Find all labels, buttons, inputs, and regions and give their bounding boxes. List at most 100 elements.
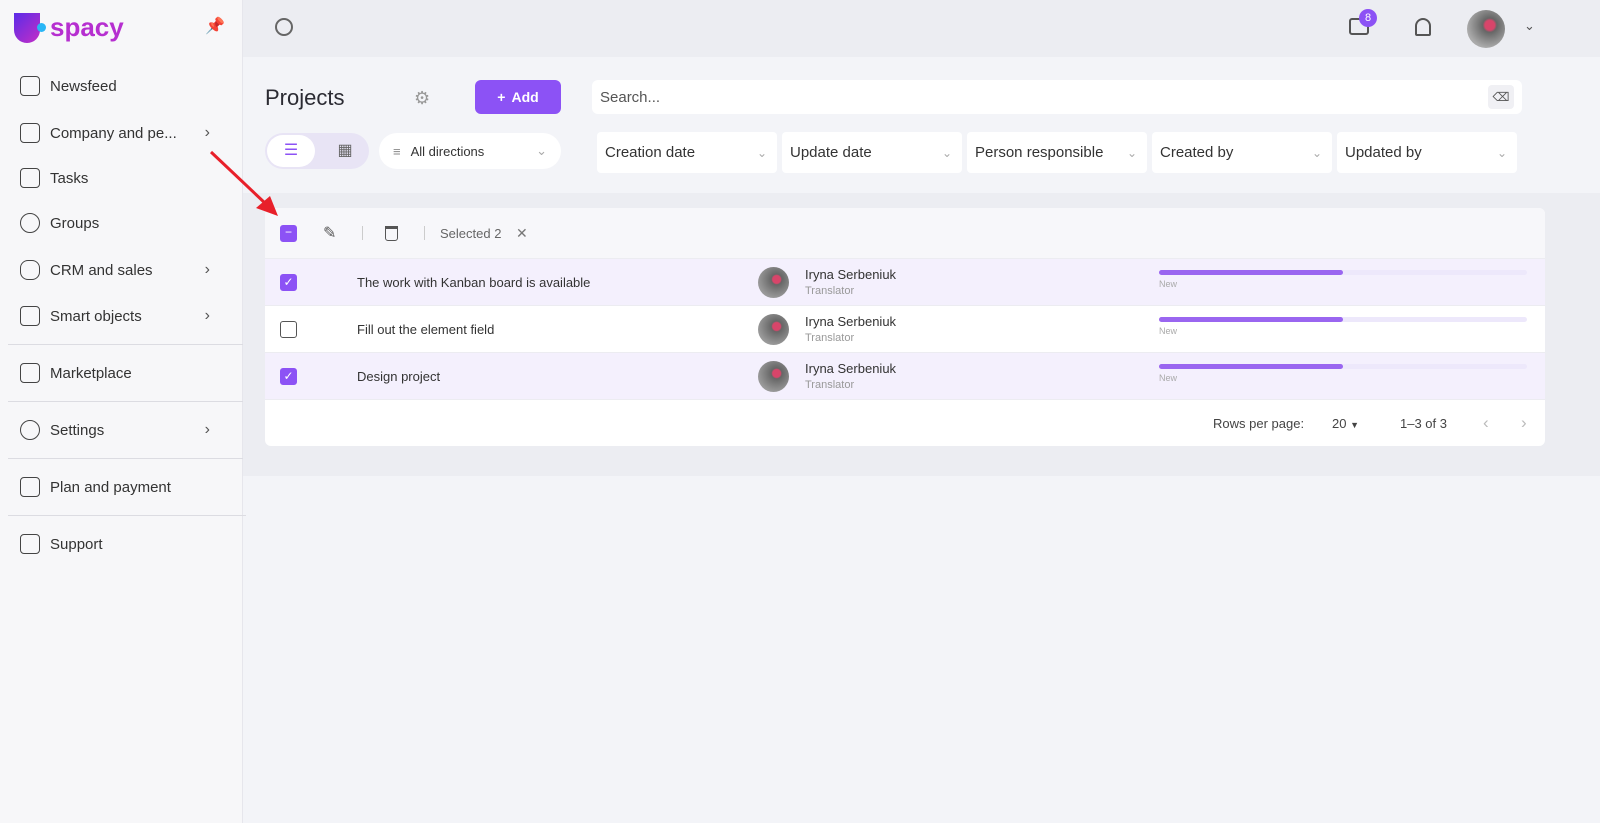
table-row[interactable]: ✓ Design project Iryna Serbeniuk Transla… xyxy=(265,353,1545,400)
table-row[interactable]: ✓ The work with Kanban board is availabl… xyxy=(265,259,1545,306)
status-label: New xyxy=(1159,373,1178,383)
status-progress-bar xyxy=(1159,270,1527,275)
person-name: Iryna Serbeniuk xyxy=(805,267,897,282)
page-range: 1–3 of 3 xyxy=(1400,416,1447,431)
grid-view-button[interactable]: ▦ xyxy=(337,142,353,159)
divider xyxy=(8,344,246,345)
filter-updated-by[interactable]: Updated by ⌄ xyxy=(1337,132,1517,173)
directions-select[interactable]: ≡ All directions ⌄ xyxy=(379,133,561,169)
wallet-icon xyxy=(20,477,40,497)
filter-label: Created by xyxy=(1160,144,1234,161)
sidebar-item-label: Support xyxy=(50,535,103,553)
trash-icon[interactable] xyxy=(385,225,398,241)
sidebar-item-label: Newsfeed xyxy=(50,77,117,95)
filter-creation-date[interactable]: Creation date ⌄ xyxy=(597,132,777,173)
select-all-checkbox[interactable]: − xyxy=(280,224,297,242)
search-input[interactable]: Search... ⌫ xyxy=(592,80,1522,114)
help-icon xyxy=(20,534,40,554)
pin-icon[interactable]: 📌 xyxy=(205,18,225,35)
list-view-button[interactable]: ☰ xyxy=(267,135,315,167)
person-role: Translator xyxy=(805,285,855,297)
add-button[interactable]: + Add xyxy=(475,80,561,114)
caret-down-icon: ▼ xyxy=(1350,420,1360,430)
sidebar-item-company[interactable]: Company and pe... › xyxy=(20,123,220,143)
rows-per-page-label: Rows per page: xyxy=(1213,416,1305,431)
plus-icon: + xyxy=(497,89,506,105)
filter-person-responsible[interactable]: Person responsible ⌄ xyxy=(967,132,1147,173)
filter-label: Updated by xyxy=(1345,144,1422,161)
progress-fill xyxy=(1159,270,1343,275)
divider xyxy=(8,401,246,402)
eraser-icon[interactable]: ⌫ xyxy=(1488,85,1514,109)
gear-icon xyxy=(20,420,40,440)
divider xyxy=(8,458,246,459)
sidebar-item-label: Tasks xyxy=(50,169,89,187)
person-name: Iryna Serbeniuk xyxy=(805,314,897,329)
sidebar-item-label: Plan and payment xyxy=(50,478,171,496)
status-progress-bar xyxy=(1159,364,1527,369)
edit-icon[interactable]: ✎ xyxy=(323,225,337,242)
uspacy-logo[interactable]: spacy xyxy=(14,12,124,43)
table-row[interactable]: Fill out the element field Iryna Serbeni… xyxy=(265,306,1545,353)
row-checkbox[interactable]: ✓ xyxy=(280,273,297,291)
chevron-down-icon[interactable]: ⌄ xyxy=(1524,18,1535,33)
row-checkbox[interactable] xyxy=(280,320,297,338)
avatar[interactable] xyxy=(1467,10,1505,48)
bell-icon[interactable] xyxy=(1415,18,1431,36)
row-checkbox[interactable]: ✓ xyxy=(280,367,297,385)
scan-icon xyxy=(20,306,40,326)
home-icon xyxy=(20,76,40,96)
chevron-right-icon: › xyxy=(204,124,210,141)
chevron-down-icon: ⌄ xyxy=(536,143,547,158)
chevron-down-icon: ⌄ xyxy=(941,145,952,160)
sidebar-item-newsfeed[interactable]: Newsfeed xyxy=(20,76,220,96)
sidebar-item-support[interactable]: Support xyxy=(20,534,220,554)
chevron-right-icon: › xyxy=(204,261,210,278)
sidebar-item-marketplace[interactable]: Marketplace xyxy=(20,363,220,383)
filter-label: Creation date xyxy=(605,144,696,161)
sidebar-item-groups[interactable]: Groups xyxy=(20,213,220,233)
next-page-button[interactable]: › xyxy=(1521,413,1527,432)
filter-update-date[interactable]: Update date ⌄ xyxy=(782,132,962,173)
clear-selection-icon[interactable]: ✕ xyxy=(516,224,528,241)
search-icon[interactable] xyxy=(275,18,293,36)
sidebar: spacy 📌 Newsfeed Company and pe... › Task… xyxy=(0,0,246,823)
sidebar-item-label: Smart objects xyxy=(50,307,142,325)
building-icon xyxy=(20,123,40,143)
status-label: New xyxy=(1159,326,1178,336)
filter-label: Update date xyxy=(790,144,872,161)
prev-page-button[interactable]: ‹ xyxy=(1483,413,1489,432)
rows-per-page-select[interactable]: 20 ▼ xyxy=(1332,416,1359,431)
store-icon xyxy=(20,363,40,383)
chevron-down-icon: ⌄ xyxy=(756,145,767,160)
status-label: New xyxy=(1159,279,1178,289)
progress-fill xyxy=(1159,317,1343,322)
rows-per-page-value: 20 xyxy=(1332,416,1347,431)
database-icon xyxy=(20,260,40,280)
person-name: Iryna Serbeniuk xyxy=(805,361,897,376)
sidebar-item-crm[interactable]: CRM and sales › xyxy=(20,260,220,280)
chevron-down-icon: ⌄ xyxy=(1311,145,1322,160)
project-name[interactable]: Design project xyxy=(357,368,441,384)
divider xyxy=(362,226,363,240)
directions-label: All directions xyxy=(410,143,485,159)
status-progress-bar xyxy=(1159,317,1527,322)
sidebar-item-label: CRM and sales xyxy=(50,261,153,279)
chevron-down-icon: ⌄ xyxy=(1496,145,1507,160)
person-role: Translator xyxy=(805,332,855,344)
sidebar-item-label: Company and pe... xyxy=(50,124,177,142)
sidebar-item-settings[interactable]: Settings › xyxy=(20,420,220,440)
view-toggle: ☰ ▦ xyxy=(265,133,369,169)
project-name[interactable]: The work with Kanban board is available xyxy=(357,274,591,290)
gear-icon[interactable]: ⚙ xyxy=(414,88,431,108)
sidebar-item-smart-objects[interactable]: Smart objects › xyxy=(20,306,220,326)
sidebar-item-plan[interactable]: Plan and payment xyxy=(20,477,220,497)
progress-fill xyxy=(1159,364,1343,369)
divider xyxy=(424,226,425,240)
bulk-toolbar: − ✎ Selected 2 ✕ xyxy=(265,208,1545,259)
filter-label: Person responsible xyxy=(975,144,1104,161)
sidebar-item-tasks[interactable]: Tasks xyxy=(20,168,220,188)
project-name[interactable]: Fill out the element field xyxy=(357,321,495,337)
filter-created-by[interactable]: Created by ⌄ xyxy=(1152,132,1332,173)
add-label: Add xyxy=(511,89,539,105)
